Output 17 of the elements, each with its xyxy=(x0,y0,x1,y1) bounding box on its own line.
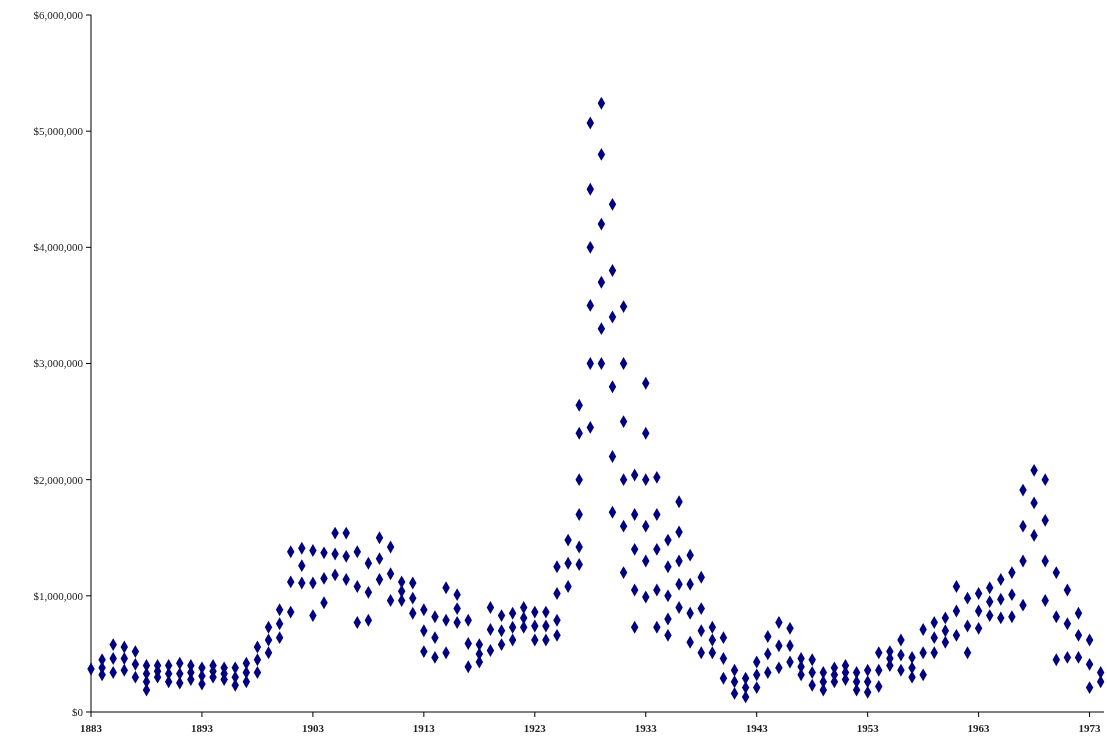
y-tick-label: $0 xyxy=(72,705,84,718)
x-tick-label: 1913 xyxy=(412,722,436,734)
y-tick-label: $4,000,000 xyxy=(33,241,84,254)
y-tick-label: $5,000,000 xyxy=(33,125,84,138)
y-tick-label: $6,000,000 xyxy=(33,8,84,21)
x-tick-label: 1953 xyxy=(856,722,880,734)
x-tick-label: 1943 xyxy=(745,722,769,734)
x-tick-label: 1893 xyxy=(190,722,214,734)
x-tick-label: 1933 xyxy=(634,722,658,734)
y-tick-label: $2,000,000 xyxy=(33,473,84,486)
x-tick-label: 1973 xyxy=(1078,722,1102,734)
x-tick-label: 1963 xyxy=(967,722,991,734)
x-tick-label: 1883 xyxy=(80,722,103,734)
x-tick-label: 1923 xyxy=(523,722,547,734)
y-tick-label: $3,000,000 xyxy=(33,357,84,370)
x-tick-label: 1903 xyxy=(301,722,325,734)
y-tick-label: $1,000,000 xyxy=(33,589,84,602)
